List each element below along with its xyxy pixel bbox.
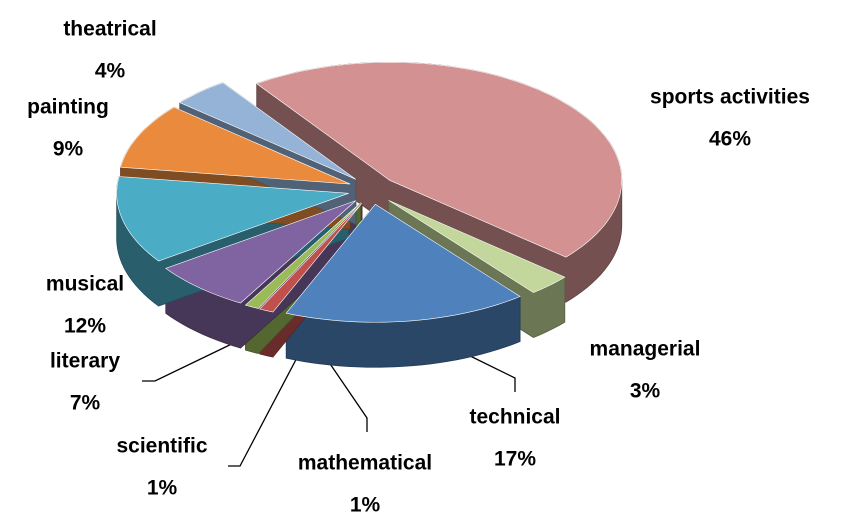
- slice-label: sports activities: [650, 86, 810, 109]
- slice-value-label: 9%: [53, 138, 84, 161]
- slice-label: technical: [469, 406, 560, 429]
- leader-line: [321, 351, 368, 432]
- slice: [165, 200, 357, 304]
- leader-line: [228, 351, 301, 467]
- slice: [285, 203, 521, 323]
- slice: [256, 62, 623, 258]
- leader-line: [461, 351, 516, 392]
- slice: [388, 200, 566, 293]
- slice-label: scientific: [116, 435, 207, 458]
- slice: [259, 202, 363, 313]
- pie-tops: [116, 62, 623, 323]
- slice-value-label: 12%: [64, 315, 106, 338]
- slice-label: literary: [50, 350, 120, 373]
- slice-value-label: 7%: [70, 392, 101, 415]
- slice-value-label: 4%: [95, 60, 126, 83]
- slice-label: mathematical: [298, 452, 432, 475]
- slice: [179, 82, 357, 180]
- slice-value-label: 1%: [147, 477, 178, 500]
- slice-label: painting: [27, 96, 109, 119]
- slice-label: musical: [46, 273, 124, 296]
- slice-value-label: 17%: [494, 448, 536, 471]
- slice-label: managerial: [590, 338, 701, 361]
- slice: [120, 106, 351, 185]
- slice-value-label: 1%: [350, 494, 381, 513]
- slice: [116, 176, 349, 262]
- leader-line: [142, 339, 241, 382]
- slice-value-label: 3%: [630, 380, 661, 403]
- slice: [244, 202, 361, 309]
- slice-label: theatrical: [63, 18, 156, 41]
- slice-value-label: 46%: [709, 128, 751, 151]
- leader-lines: [142, 339, 516, 467]
